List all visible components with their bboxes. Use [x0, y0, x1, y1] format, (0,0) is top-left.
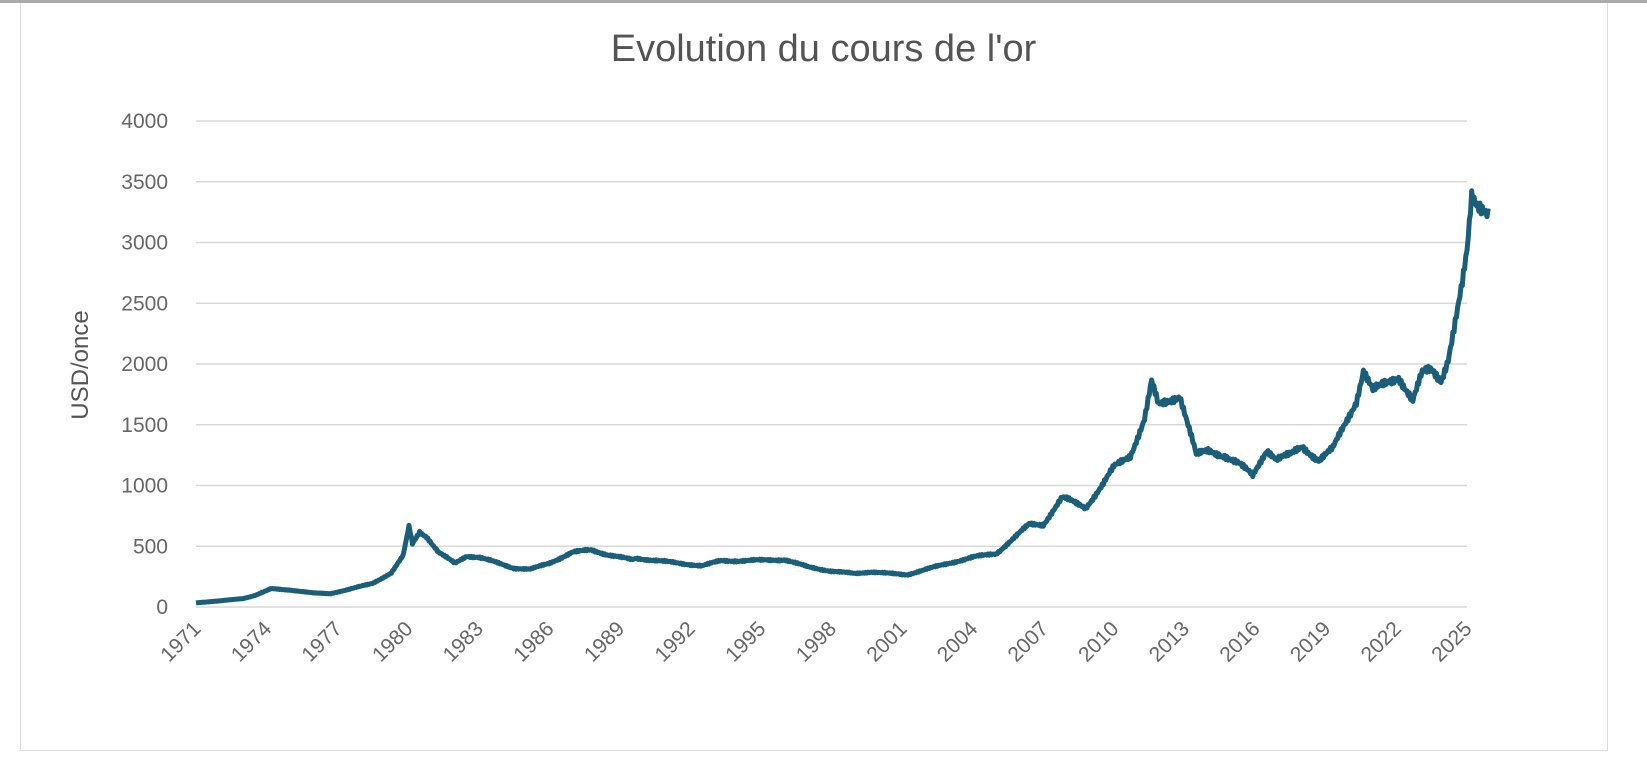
x-tick-label: 1995 [721, 617, 770, 666]
y-tick-label: 2500 [121, 292, 168, 315]
window-top-border [0, 0, 1647, 3]
x-tick-label: 1989 [580, 617, 629, 666]
x-tick-label: 2001 [862, 617, 911, 666]
x-tick-label: 1983 [439, 617, 488, 666]
x-tick-label: 1992 [651, 617, 700, 666]
x-tick-label: 2004 [933, 617, 983, 667]
x-tick-label: 1977 [297, 617, 346, 666]
y-tick-label: 0 [156, 596, 168, 619]
x-tick-label: 1971 [156, 617, 205, 666]
x-tick-label: 2013 [1145, 617, 1194, 666]
y-tick-label: 1500 [121, 414, 168, 437]
x-tick-label: 2022 [1357, 617, 1406, 666]
x-tick-label: 2007 [1004, 617, 1053, 666]
y-tick-label: 2000 [121, 353, 168, 376]
series-line [194, 188, 1491, 606]
x-tick-label: 2010 [1074, 617, 1123, 666]
x-tick-label: 2019 [1286, 617, 1335, 666]
x-tick-label: 2016 [1215, 617, 1264, 666]
y-axis-ticks: 0 500 1000 1500 2000 2500 3000 3500 4000 [121, 110, 168, 619]
y-tick-label: 1000 [121, 475, 168, 498]
x-tick-label: 1974 [227, 617, 277, 667]
gridlines [196, 120, 1467, 608]
y-tick-label: 500 [133, 535, 168, 558]
y-tick-label: 4000 [121, 110, 168, 133]
gold-price-line [194, 188, 1491, 606]
chart-frame [20, 3, 1608, 751]
x-tick-label: 2025 [1427, 617, 1476, 666]
y-tick-label: 3500 [121, 171, 168, 194]
x-tick-label: 1998 [792, 617, 841, 666]
x-axis-ticks: 1971 1974 1977 1980 1983 1986 1989 1992 1995 1998… [156, 617, 1476, 667]
x-tick-label: 1980 [368, 617, 417, 666]
x-tick-label: 1986 [509, 617, 558, 666]
y-tick-label: 3000 [121, 232, 168, 255]
y-axis-label: USD/once [67, 310, 94, 419]
chart-title: Evolution du cours de l'or [610, 28, 1037, 70]
